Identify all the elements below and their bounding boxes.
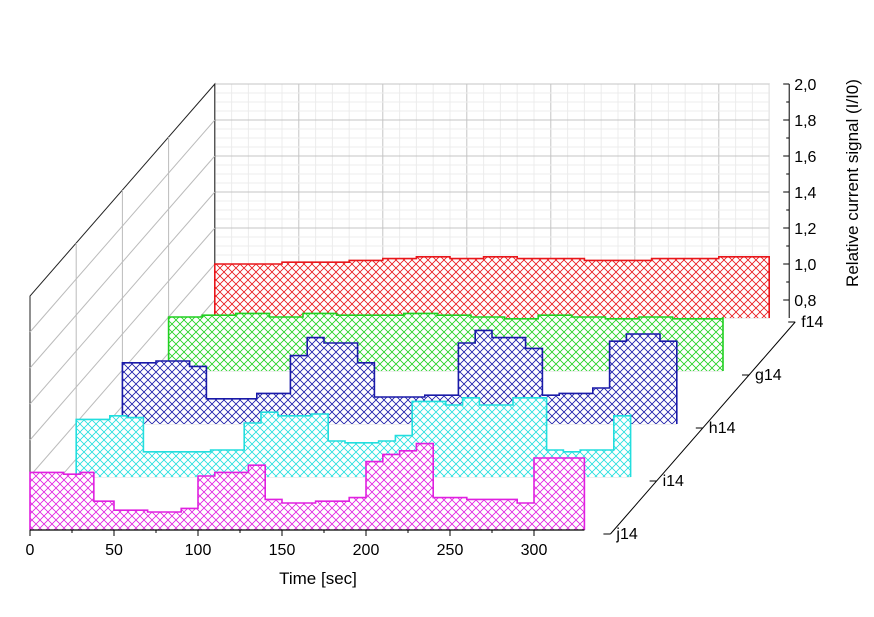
x-tick-label: 150	[269, 542, 296, 559]
series-line-j14	[29, 442, 586, 530]
x-tick-label: 0	[26, 542, 35, 559]
series-f14	[214, 255, 771, 318]
z-tick-label: 1,6	[794, 149, 816, 166]
depth-tick-label: h14	[709, 420, 736, 437]
depth-tick-label: g14	[755, 367, 782, 384]
series-area-j14	[30, 443, 585, 530]
z-tick-label: 1,0	[794, 257, 816, 274]
z-tick-label: 1,4	[794, 185, 816, 202]
z-tick-label: 1,2	[794, 221, 816, 238]
x-tick-label: 200	[353, 542, 380, 559]
x-tick-label: 300	[521, 542, 548, 559]
z-tick-label: 1,8	[794, 113, 816, 130]
x-tick-label: 50	[105, 542, 123, 559]
x-axis-title: Time [sec]	[279, 569, 357, 588]
depth-axis-line	[610, 321, 796, 535]
depth-tick-label: f14	[801, 314, 823, 331]
series-j14	[29, 442, 586, 530]
series-line-h14	[121, 329, 678, 424]
x-tick-label: 250	[437, 542, 464, 559]
chart-axes: 0 50 100 150 200 250 300 f14 g14 h14 i14 j14 0,8 1,0 1…	[26, 77, 824, 559]
x-tick-label: 100	[185, 542, 212, 559]
series-layer	[29, 255, 771, 530]
series-area-f14	[214, 256, 770, 318]
series-line-g14	[167, 312, 724, 371]
z-tick-label: 2,0	[794, 77, 816, 94]
depth-tick-label: j14	[615, 526, 637, 543]
depth-tick-label: i14	[663, 473, 684, 490]
series-line-f14	[214, 255, 771, 318]
z-tick-label: 0,8	[794, 293, 816, 310]
z-axis-title: Relative current signal (I/I0)	[843, 79, 862, 287]
series-i14	[75, 396, 632, 477]
series-area-i14	[76, 397, 631, 477]
series-line-i14	[75, 396, 632, 477]
